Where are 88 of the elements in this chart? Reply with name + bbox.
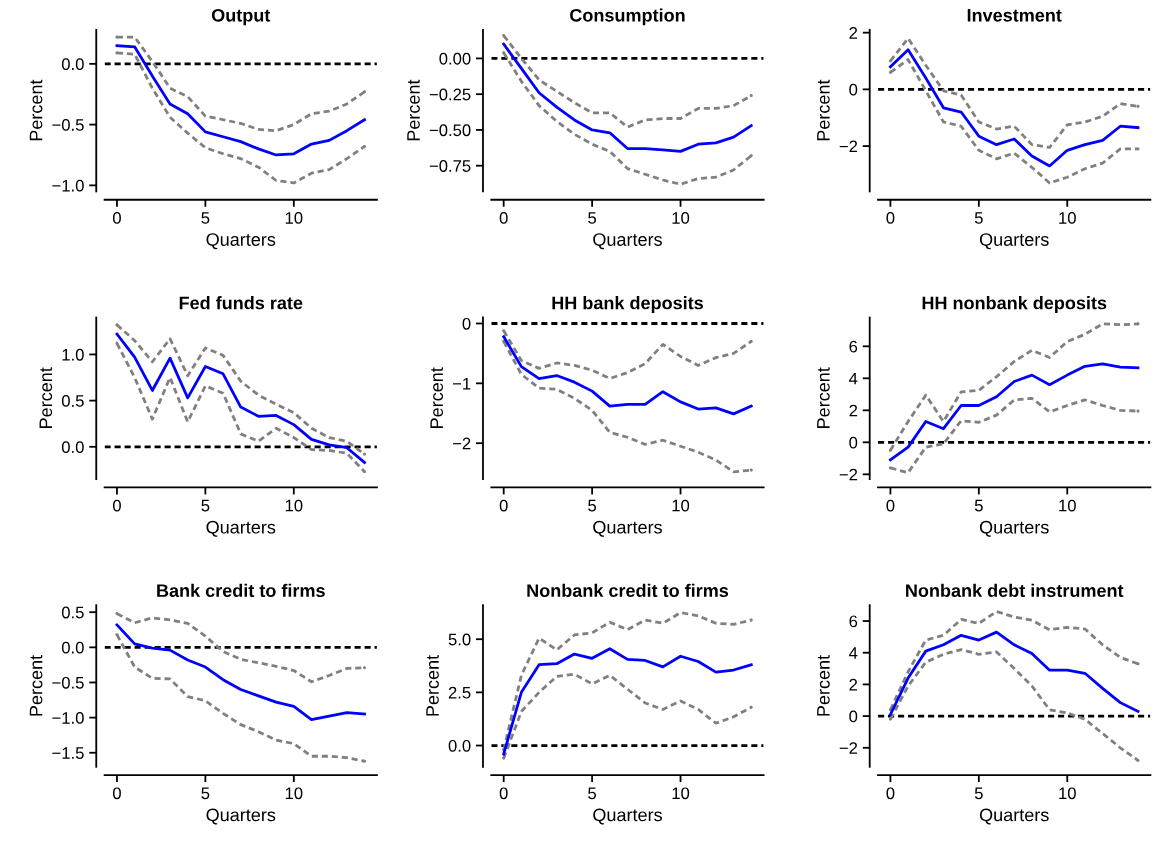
- x-tick-label: 0: [112, 787, 121, 800]
- y-tick-label: 6: [849, 340, 858, 353]
- y-tick-label: −1.0: [52, 712, 84, 724]
- x-tick-label: 10: [285, 212, 303, 224]
- y-tick-label: −1: [452, 377, 471, 390]
- y-tick-label: 2: [849, 404, 858, 417]
- chart-title: Consumption: [570, 8, 685, 26]
- y-tick-label: −0.50: [429, 124, 471, 137]
- y-tick-label: −0.75: [429, 160, 471, 172]
- y-axis-title: Percent: [29, 79, 43, 141]
- y-axis-title: Percent: [817, 79, 830, 141]
- y-tick-label: 0.0: [61, 441, 84, 453]
- y-axis-title: Percent: [430, 367, 444, 428]
- y-tick-label: 6: [849, 615, 858, 628]
- chart-title: Fed funds rate: [179, 296, 303, 310]
- x-tick-label: 10: [285, 499, 303, 512]
- x-tick-label: 10: [672, 787, 690, 800]
- x-tick-label: 10: [1059, 787, 1076, 800]
- x-tick-label: 10: [1059, 499, 1076, 512]
- y-axis-title: Percent: [39, 367, 53, 428]
- chart-title: Output: [211, 8, 271, 26]
- x-tick-label: 0: [886, 787, 895, 800]
- x-tick-label: 5: [588, 787, 597, 800]
- x-tick-label: 5: [201, 499, 210, 512]
- x-axis-title: Quarters: [206, 808, 276, 825]
- y-tick-label: 0.0: [448, 739, 471, 752]
- x-tick-label: 10: [672, 499, 690, 512]
- chart-title: Investment: [967, 9, 1062, 22]
- y-tick-label: 2: [849, 678, 858, 691]
- chart-title: HH nonbank deposits: [922, 296, 1107, 313]
- y-tick-label: 0: [849, 436, 858, 449]
- y-tick-label: 0.0: [61, 58, 84, 71]
- y-tick-label: 4: [849, 372, 858, 385]
- x-tick-label: 0: [886, 212, 895, 224]
- x-tick-label: 5: [974, 499, 983, 512]
- y-tick-label: 0.5: [61, 606, 84, 619]
- x-tick-label: 10: [1059, 212, 1076, 224]
- x-tick-label: 0: [112, 212, 121, 224]
- x-axis-title: Quarters: [593, 808, 662, 825]
- y-axis-title: Percent: [407, 79, 420, 141]
- y-tick-label: 4: [849, 647, 858, 659]
- x-axis-title: Quarters: [979, 520, 1049, 537]
- x-tick-label: 0: [499, 499, 508, 512]
- x-axis-title: Quarters: [593, 233, 662, 250]
- y-tick-label: 2.5: [448, 686, 471, 699]
- y-tick-label: −0.5: [52, 119, 84, 131]
- y-tick-label: −0.5: [52, 676, 84, 689]
- x-tick-label: 5: [201, 787, 210, 800]
- y-tick-label: −1.5: [52, 747, 84, 759]
- y-tick-label: 0: [849, 83, 858, 96]
- x-tick-label: 5: [974, 787, 983, 800]
- y-axis-title: Percent: [29, 655, 43, 716]
- y-tick-label: 2: [849, 27, 858, 39]
- x-tick-label: 0: [112, 499, 121, 512]
- chart-title: Nonbank credit to firms: [527, 583, 729, 598]
- y-tick-label: 1.0: [62, 348, 84, 361]
- y-axis-title: Percent: [426, 655, 439, 716]
- y-tick-label: 0.0: [61, 641, 84, 654]
- x-tick-label: 5: [588, 212, 597, 224]
- y-tick-label: 0.00: [439, 52, 471, 65]
- chart-title: HH bank deposits: [552, 296, 703, 313]
- y-tick-label: −1.0: [52, 179, 84, 192]
- x-axis-title: Quarters: [979, 808, 1049, 825]
- chart-title: Bank credit to firms: [157, 583, 325, 598]
- y-tick-label: −2: [839, 140, 858, 153]
- x-tick-label: 5: [588, 499, 597, 512]
- x-axis-title: Quarters: [593, 520, 662, 537]
- x-tick-label: 0: [499, 212, 508, 224]
- x-axis-title: Quarters: [979, 233, 1049, 250]
- y-axis-title: Percent: [817, 655, 830, 716]
- x-axis-title: Quarters: [206, 520, 276, 537]
- x-tick-label: 5: [201, 212, 210, 224]
- chart-title: Nonbank debt instrument: [906, 583, 1124, 598]
- y-tick-label: 5.0: [448, 633, 471, 646]
- y-tick-label: 0: [849, 710, 858, 723]
- y-tick-label: −0.25: [429, 88, 471, 101]
- y-tick-label: 0: [462, 317, 471, 330]
- x-tick-label: 0: [886, 499, 895, 512]
- x-tick-label: 10: [285, 787, 303, 800]
- x-tick-label: 10: [672, 212, 690, 224]
- y-tick-label: −2: [839, 742, 858, 754]
- y-tick-label: 0.5: [61, 395, 84, 407]
- y-tick-label: −2: [452, 437, 471, 450]
- x-axis-title: Quarters: [206, 233, 276, 250]
- y-tick-label: −2: [839, 468, 858, 481]
- x-tick-label: 0: [499, 787, 508, 800]
- y-axis-title: Percent: [817, 367, 830, 428]
- x-tick-label: 5: [974, 212, 983, 224]
